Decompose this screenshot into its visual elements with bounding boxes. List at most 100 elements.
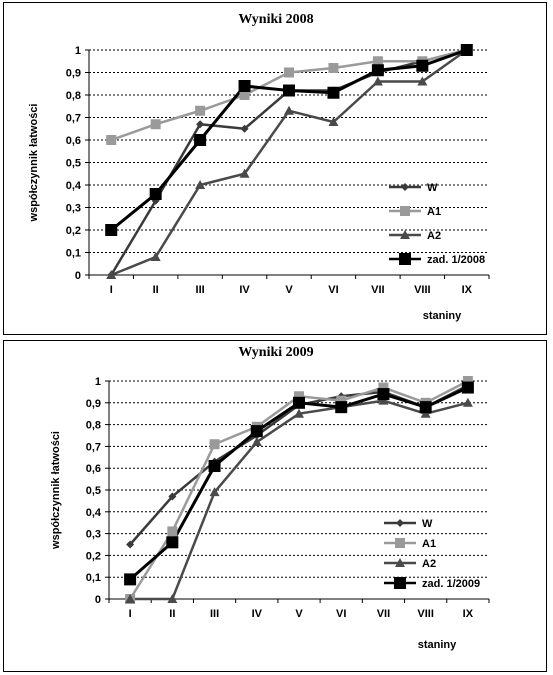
legend-label: A1 bbox=[422, 538, 436, 550]
legend-marker bbox=[395, 538, 405, 548]
x-tick-label: II bbox=[169, 608, 175, 620]
y-tick-label: 0,2 bbox=[66, 225, 81, 237]
legend-marker bbox=[394, 577, 406, 589]
data-point bbox=[378, 382, 389, 393]
legend-label: W bbox=[427, 182, 438, 194]
data-point bbox=[196, 120, 205, 129]
data-point bbox=[106, 270, 117, 279]
x-tick-label: VIII bbox=[414, 284, 431, 296]
y-tick-label: 0,6 bbox=[86, 463, 101, 475]
data-point bbox=[150, 252, 161, 261]
x-tick-label: VI bbox=[336, 608, 346, 620]
data-point bbox=[372, 76, 383, 86]
chart-panel-2009: Wyniki 2009 0 0,1 0,2 0,3 0,4 0,5 0,6 0,7 0,8 0,9 1… bbox=[3, 340, 547, 672]
x-tick-label: III bbox=[196, 284, 205, 296]
y-tick-label: 0,5 bbox=[66, 158, 81, 170]
x-tick-label: IV bbox=[239, 284, 250, 296]
legend-marker bbox=[395, 558, 405, 567]
x-axis-title: staniny bbox=[423, 310, 462, 322]
y-tick-label: 1 bbox=[95, 376, 101, 388]
data-point bbox=[378, 395, 389, 405]
chart-title: Wyniki 2009 bbox=[238, 345, 313, 360]
data-point bbox=[294, 408, 304, 418]
series-line-a2 bbox=[130, 399, 469, 601]
y-tick-label: 0,8 bbox=[86, 420, 101, 432]
legend-marker bbox=[400, 230, 410, 239]
legend-marker bbox=[400, 206, 410, 216]
y-tick-label: 0,9 bbox=[66, 68, 81, 80]
x-tick-label: V bbox=[295, 608, 303, 620]
y-tick-label: 0,4 bbox=[86, 507, 102, 519]
chart-panel-2008: Wyniki 2008 0 0,1 0,2 0,3 0,4 0,5 0,6 0,7 0,8 0,9 1… bbox=[3, 2, 547, 335]
x-tick-label: VI bbox=[328, 284, 338, 296]
data-point bbox=[239, 90, 250, 100]
x-tick-label: I bbox=[110, 284, 113, 296]
data-point bbox=[150, 119, 161, 130]
data-point bbox=[462, 376, 473, 386]
chart-2008-svg: Wyniki 2008 0 0,1 0,2 0,3 0,4 0,5 0,6 0,7 0,8 0,9 1… bbox=[28, 12, 490, 322]
data-point bbox=[420, 408, 431, 418]
data-point bbox=[371, 64, 384, 77]
legend-marker bbox=[396, 519, 404, 527]
y-tick-label: 0 bbox=[95, 594, 101, 606]
data-point bbox=[238, 80, 251, 92]
data-point bbox=[105, 224, 118, 236]
x-tick-label: V bbox=[285, 284, 293, 296]
legend-label: zad. 1/2008 bbox=[427, 254, 485, 266]
y-tick-label: 0,4 bbox=[66, 180, 82, 192]
legend-marker bbox=[399, 253, 411, 265]
legend-label: A2 bbox=[422, 558, 436, 570]
data-point bbox=[194, 134, 207, 146]
data-point bbox=[294, 391, 304, 402]
x-tick-label: I bbox=[129, 608, 132, 620]
y-tick-label: 0,1 bbox=[66, 248, 81, 260]
x-tick-label: VIII bbox=[417, 608, 434, 620]
data-point bbox=[327, 86, 340, 99]
y-tick-label: 0,7 bbox=[86, 441, 101, 453]
chart-2009-svg: Wyniki 2009 0 0,1 0,2 0,3 0,4 0,5 0,6 0,7 0,8 0,9 1… bbox=[50, 345, 490, 651]
x-tick-label: VII bbox=[371, 284, 384, 296]
data-point bbox=[209, 439, 220, 450]
y-tick-label: 0,3 bbox=[86, 529, 101, 541]
data-point bbox=[240, 124, 249, 133]
data-point bbox=[460, 44, 473, 56]
data-point bbox=[126, 540, 135, 549]
data-point bbox=[416, 59, 429, 72]
data-point bbox=[168, 492, 177, 501]
data-point bbox=[208, 460, 221, 473]
y-tick-label: 0,5 bbox=[86, 485, 101, 497]
legend-marker bbox=[401, 183, 409, 191]
y-tick-label: 0,6 bbox=[66, 135, 81, 147]
x-tick-label: III bbox=[210, 608, 219, 620]
x-tick-label: IX bbox=[463, 608, 474, 620]
legend-label: A1 bbox=[427, 206, 441, 218]
y-tick-label: 0,1 bbox=[86, 572, 101, 584]
y-tick-label: 0,3 bbox=[66, 203, 81, 215]
y-tick-label: 0,8 bbox=[66, 90, 81, 102]
legend-label: zad. 1/2009 bbox=[422, 578, 480, 590]
y-axis-title: współczynnik łatwości bbox=[50, 431, 62, 550]
data-point bbox=[377, 388, 390, 401]
data-point bbox=[336, 395, 347, 406]
data-point bbox=[209, 487, 220, 497]
data-point bbox=[149, 188, 162, 200]
x-tick-label: VII bbox=[377, 608, 390, 620]
data-point bbox=[125, 594, 136, 603]
data-point bbox=[284, 67, 294, 78]
data-point bbox=[195, 105, 206, 116]
data-point bbox=[251, 437, 262, 447]
data-point bbox=[167, 594, 178, 603]
data-point bbox=[417, 76, 428, 86]
x-tick-label: II bbox=[153, 284, 159, 296]
data-point bbox=[283, 84, 295, 97]
data-point bbox=[419, 401, 432, 414]
chart-title: Wyniki 2008 bbox=[238, 12, 313, 27]
data-point bbox=[124, 573, 137, 586]
data-point bbox=[328, 63, 339, 73]
data-point bbox=[106, 135, 117, 145]
data-point bbox=[328, 117, 339, 126]
data-point bbox=[195, 180, 206, 189]
y-axis-title: współczynnik łatwości bbox=[28, 104, 40, 223]
data-point bbox=[239, 168, 250, 178]
data-point bbox=[166, 536, 179, 549]
